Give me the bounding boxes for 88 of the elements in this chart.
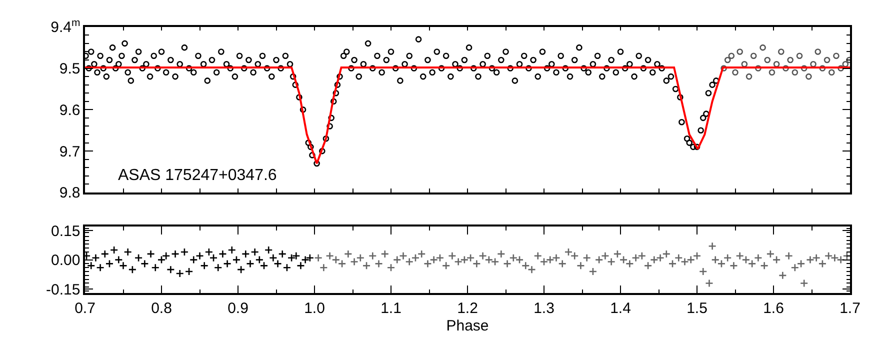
x-tick-label: 1.7	[840, 300, 860, 317]
point	[287, 254, 296, 262]
point	[814, 48, 822, 55]
point	[92, 254, 100, 262]
point	[176, 269, 184, 278]
point	[728, 52, 735, 60]
point	[806, 73, 812, 80]
point	[792, 69, 798, 76]
x-tick-label: 0.7	[74, 300, 96, 317]
point	[296, 262, 305, 270]
point	[214, 263, 222, 272]
point	[86, 262, 96, 270]
point	[278, 250, 287, 258]
point	[264, 246, 273, 254]
annotation: ASAS 175247+0347.6	[118, 167, 277, 184]
point	[140, 260, 149, 268]
point	[246, 260, 254, 268]
y-tick-label: 9.5	[59, 60, 80, 78]
point	[782, 65, 789, 72]
point	[236, 265, 246, 274]
point	[768, 69, 776, 76]
point	[741, 60, 748, 68]
point	[755, 65, 762, 72]
point	[166, 265, 175, 274]
y-tick-label: 9.4$^{m}$	[50, 16, 80, 36]
point	[796, 52, 803, 60]
point	[720, 65, 727, 72]
point	[157, 256, 166, 264]
point	[292, 252, 300, 260]
point	[810, 60, 816, 68]
point	[162, 252, 170, 260]
point	[819, 65, 826, 72]
x-tick-label: 0.8	[151, 300, 172, 317]
point	[824, 56, 830, 64]
point	[736, 48, 743, 55]
point	[171, 250, 180, 258]
point	[200, 262, 208, 270]
y-tick-label: 9.6	[59, 102, 80, 119]
point	[189, 256, 198, 264]
point	[760, 44, 766, 51]
point	[228, 246, 236, 254]
y-tick-label: 9.8	[59, 184, 80, 202]
point	[301, 256, 310, 264]
point	[250, 248, 259, 256]
point	[134, 254, 143, 262]
x-tick-label: 1.0	[304, 300, 325, 317]
point	[180, 248, 189, 256]
x-tick-label: 1.3	[534, 300, 554, 317]
x-tick-label: 1.5	[686, 300, 708, 317]
point	[105, 260, 114, 268]
point	[838, 65, 844, 72]
point	[764, 56, 771, 64]
point	[100, 250, 110, 258]
point	[223, 260, 232, 268]
point	[282, 263, 292, 272]
point	[833, 52, 840, 60]
point	[242, 250, 250, 258]
point	[732, 69, 738, 76]
point	[128, 265, 137, 274]
x-tick-label: 1.2	[457, 300, 478, 317]
y-tick-label: -0.15	[46, 281, 80, 298]
x-tick-label: 1.6	[763, 300, 784, 317]
x-axis-title: Phase	[446, 317, 489, 334]
x-tick-label: 0.9	[228, 300, 248, 317]
x-tick-label: 1.1	[380, 300, 402, 317]
point	[828, 69, 835, 76]
x-tick-label: 1.4	[610, 300, 631, 317]
point	[110, 246, 118, 254]
point	[184, 267, 194, 276]
point	[124, 248, 132, 256]
point	[96, 263, 104, 272]
point	[746, 73, 752, 80]
point	[146, 250, 155, 258]
point	[773, 60, 780, 68]
point	[842, 60, 849, 68]
point	[787, 56, 794, 64]
y-tick-label: 0.15	[51, 222, 80, 240]
y-tick-label: 0.00	[51, 252, 80, 270]
point	[232, 256, 241, 264]
point	[800, 65, 808, 72]
point	[218, 250, 227, 258]
point	[750, 52, 757, 60]
point	[778, 48, 784, 55]
point	[151, 263, 160, 272]
point	[196, 252, 204, 260]
point	[306, 254, 314, 262]
y-tick-label: 9.7	[59, 143, 80, 160]
point	[724, 56, 731, 64]
